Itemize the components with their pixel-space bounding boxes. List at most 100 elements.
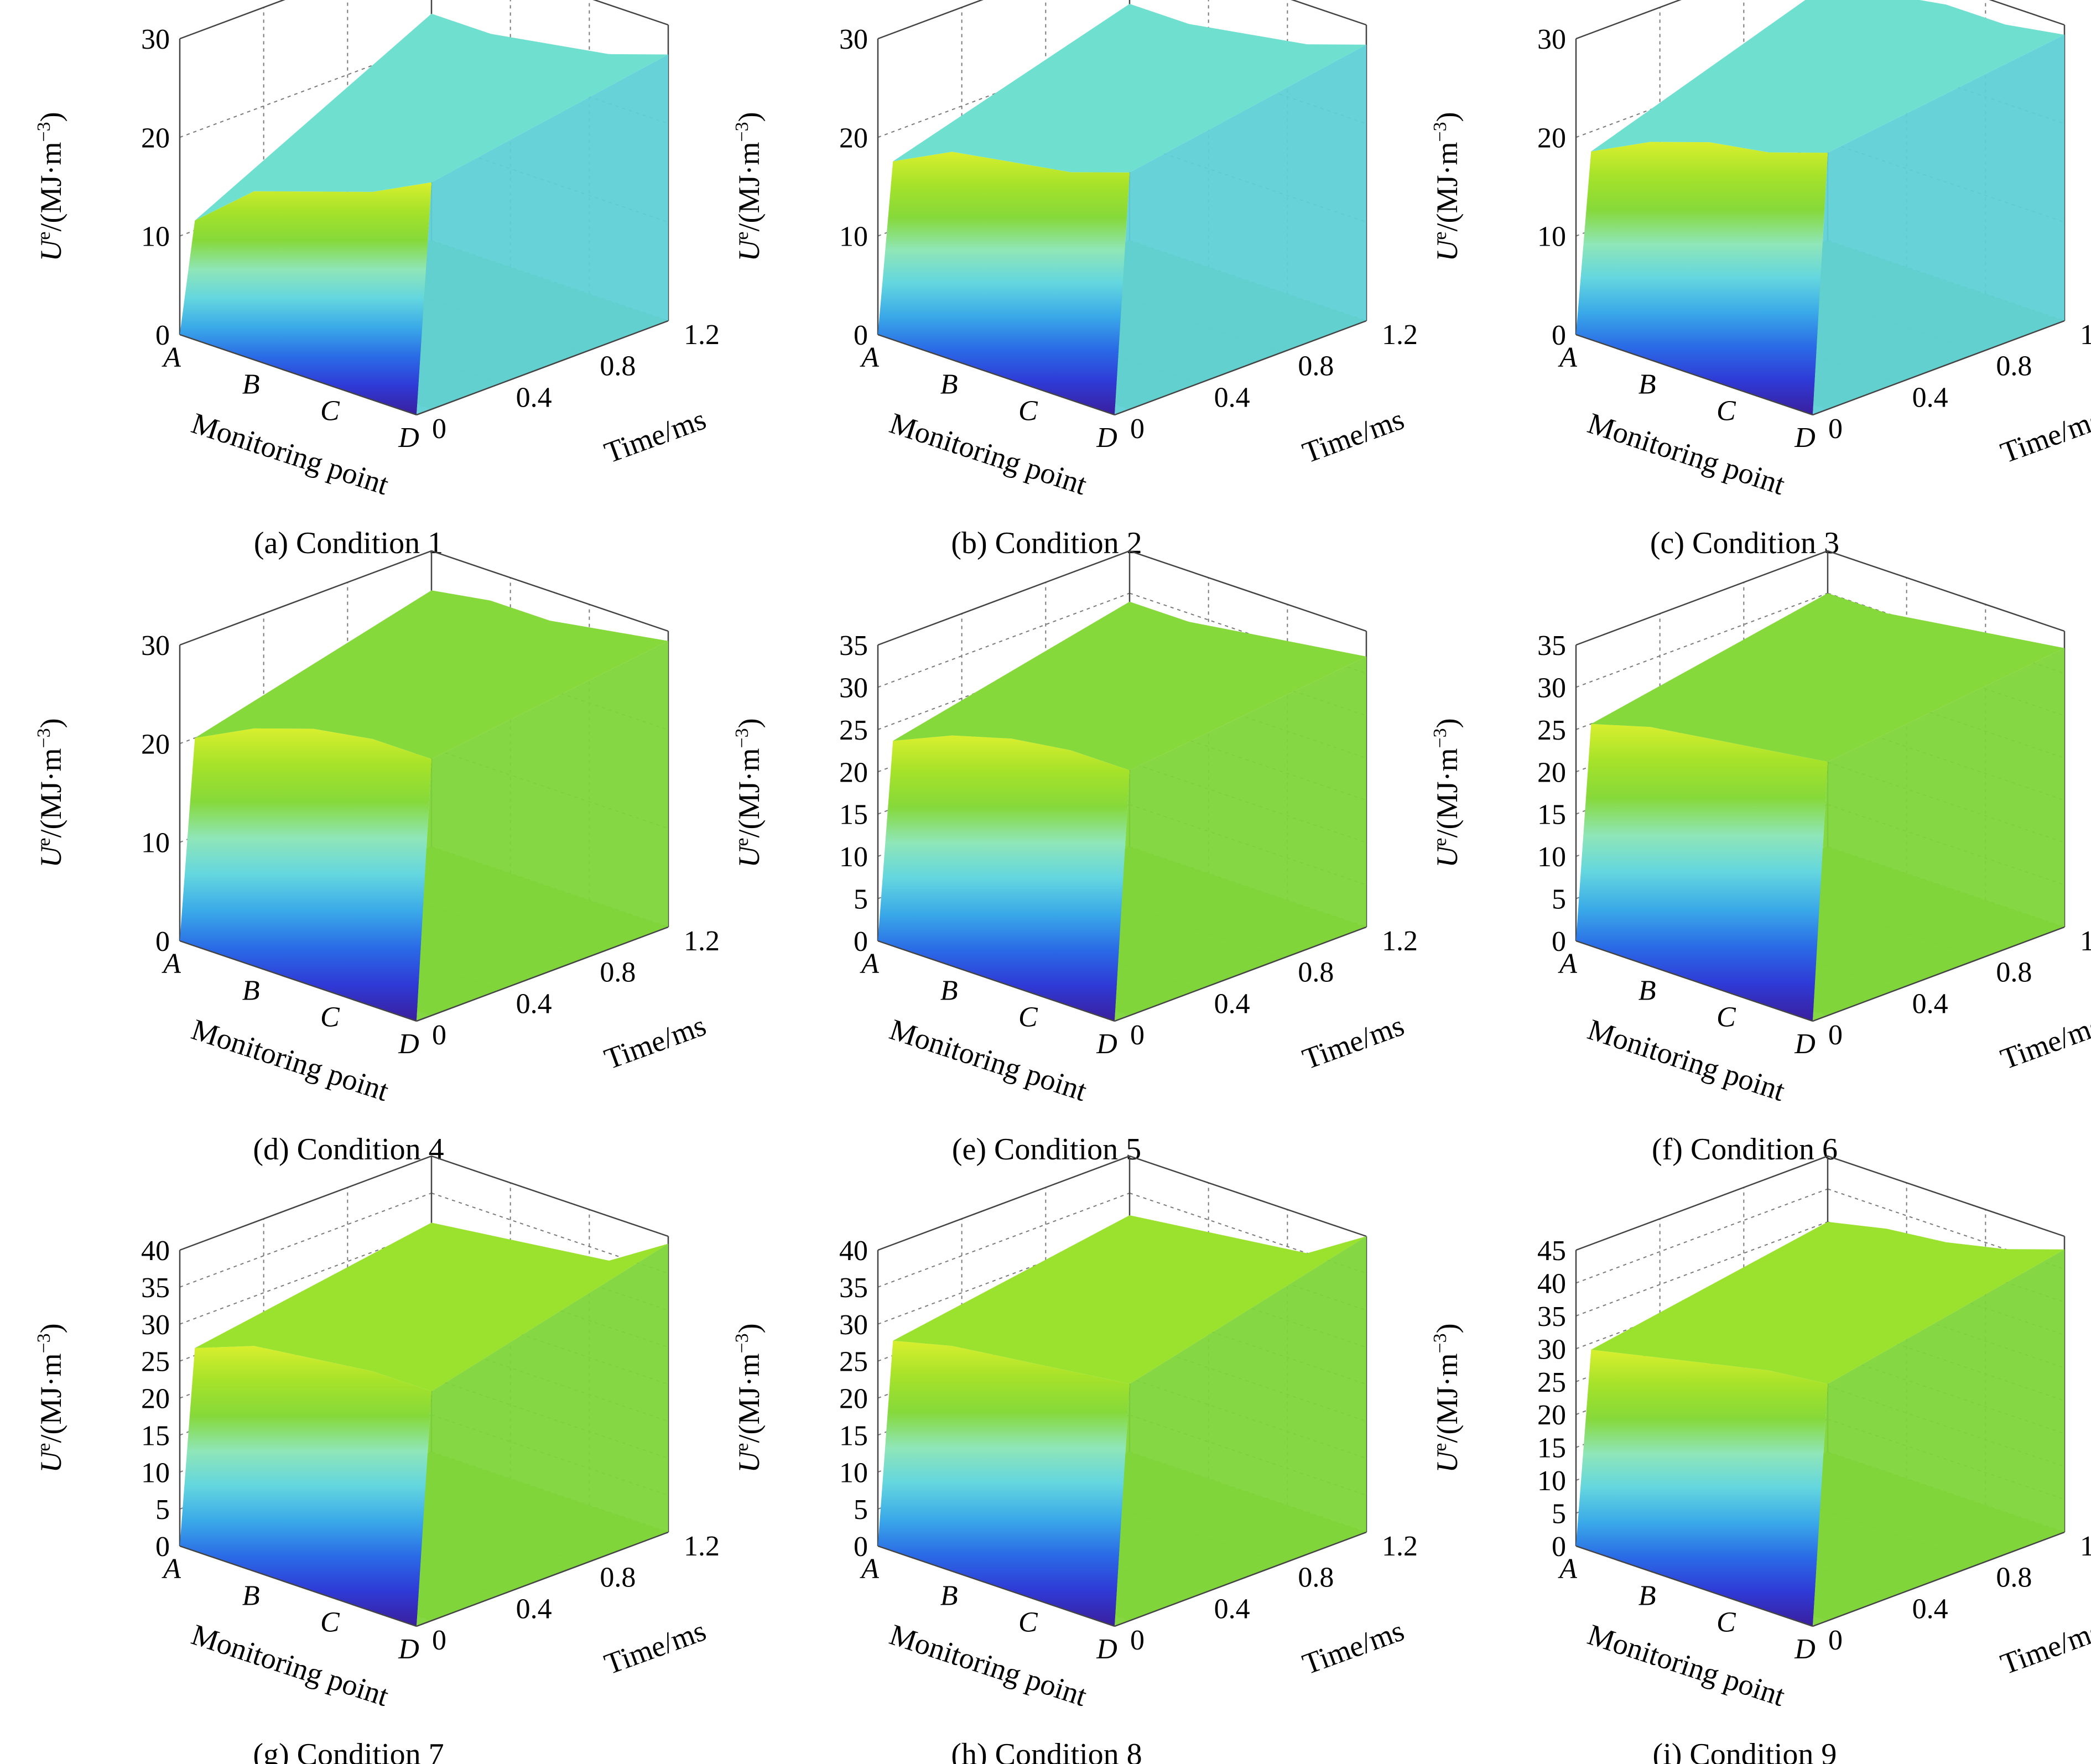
z-tick-label: 10 bbox=[839, 841, 868, 873]
side-wall-gridline bbox=[179, 0, 285, 39]
frame-top-edge bbox=[179, 0, 669, 40]
y-tick-label: 0 bbox=[1828, 1019, 1843, 1051]
y-axis-title: Time/ms bbox=[1996, 1008, 2091, 1075]
y-axis-line bbox=[416, 320, 669, 416]
x-axis-line bbox=[1575, 334, 1813, 416]
y-tick-label: 1.2 bbox=[2080, 319, 2091, 351]
y-tick-label: 0.4 bbox=[516, 382, 552, 413]
surface-plateau bbox=[195, 590, 668, 759]
z-tick-label: 10 bbox=[1537, 221, 1566, 253]
z-tick-label: 15 bbox=[839, 799, 868, 831]
x-tick-label: B bbox=[242, 368, 260, 400]
z-title-sup: e bbox=[732, 838, 752, 846]
z-title-unit-exp: −3 bbox=[732, 728, 752, 748]
y-tick-label: 0.4 bbox=[1214, 1593, 1250, 1625]
y-tick-label: 0.4 bbox=[1214, 988, 1250, 1019]
panel-caption: (h) Condition 8 bbox=[951, 1737, 1142, 1764]
z-title-symbol: U bbox=[34, 845, 67, 868]
y-tick-label: 1.2 bbox=[684, 319, 720, 351]
z-title-close: ) bbox=[34, 112, 67, 122]
x-tick-label: C bbox=[1717, 1002, 1736, 1033]
y-axis-line bbox=[1812, 926, 2065, 1022]
x-tick-label: C bbox=[320, 1002, 340, 1033]
y-axis-line bbox=[1114, 926, 1367, 1022]
side-wall-gridline bbox=[1575, 1188, 1828, 1284]
z-tick-label: 20 bbox=[141, 1383, 170, 1415]
x-axis-line bbox=[877, 940, 1115, 1022]
z-tick-label: 30 bbox=[141, 24, 170, 55]
z-title-unit-exp: −3 bbox=[34, 1333, 54, 1353]
x-tick-label: A bbox=[162, 948, 181, 980]
x-tick-label: D bbox=[1096, 1028, 1117, 1060]
x-tick-label: A bbox=[860, 948, 879, 980]
z-title-unit-exp: −3 bbox=[732, 1333, 752, 1353]
x-tick-label: A bbox=[162, 1553, 181, 1585]
x-tick-label: C bbox=[1717, 396, 1736, 427]
x-tick-label: A bbox=[1558, 948, 1577, 980]
x-tick-label: D bbox=[398, 422, 419, 454]
surface-plateau bbox=[1591, 593, 2064, 762]
z-tick-label: 20 bbox=[1537, 1399, 1566, 1431]
z-tick-label: 30 bbox=[141, 1309, 170, 1341]
z-title-unit-exp: −3 bbox=[1430, 122, 1450, 142]
y-tick-label: 0 bbox=[432, 1019, 446, 1051]
y-tick-label: 0.8 bbox=[600, 1562, 636, 1594]
z-tick-label: 10 bbox=[141, 221, 170, 253]
z-title-sup: e bbox=[34, 1443, 54, 1451]
x-tick-label: B bbox=[242, 1580, 260, 1611]
y-tick-label: 0.4 bbox=[1912, 1593, 1948, 1625]
z-title-sup: e bbox=[1430, 232, 1450, 240]
z-axis-title: Ue/(MJ·m−3) bbox=[34, 112, 67, 261]
panel-caption: (b) Condition 2 bbox=[951, 526, 1142, 560]
side-wall-gridline bbox=[877, 1192, 1130, 1288]
z-tick-label: 5 bbox=[854, 884, 868, 915]
surface-plateau bbox=[1591, 1221, 2064, 1384]
z-tick-label: 35 bbox=[141, 1272, 170, 1304]
x-tick-label: A bbox=[162, 342, 181, 373]
surface-right-face bbox=[1115, 44, 1366, 415]
x-tick-label: D bbox=[398, 1028, 419, 1060]
z-title-sup: e bbox=[732, 1443, 752, 1451]
side-wall-gridline bbox=[1575, 1221, 1828, 1317]
z-tick-label: 35 bbox=[839, 1272, 868, 1304]
z-tick-label: 20 bbox=[839, 757, 868, 788]
z-title-unit-exp: −3 bbox=[34, 728, 54, 748]
panel-caption: (d) Condition 4 bbox=[253, 1132, 444, 1167]
z-tick-label: 45 bbox=[1537, 1235, 1566, 1267]
z-tick-label: 15 bbox=[141, 1420, 170, 1451]
frame-top-edge bbox=[877, 0, 1367, 40]
x-axis-title: Monitoring point bbox=[1584, 1013, 1789, 1108]
z-tick-label: 0 bbox=[854, 320, 868, 351]
y-tick-label: 0.4 bbox=[1912, 988, 1948, 1019]
x-axis-line bbox=[179, 1545, 417, 1627]
z-tick-label: 10 bbox=[1537, 841, 1566, 873]
z-title-sup: e bbox=[34, 232, 54, 240]
z-tick-label: 5 bbox=[1552, 884, 1566, 915]
y-tick-label: 0.4 bbox=[516, 1593, 552, 1625]
y-axis-line bbox=[1812, 1531, 2065, 1627]
z-title-close: ) bbox=[1431, 718, 1464, 728]
y-axis-line bbox=[1114, 1531, 1367, 1627]
z-title-unit: /(MJ·m bbox=[1431, 1354, 1464, 1443]
surface-wall bbox=[1576, 724, 1828, 1021]
y-tick-label: 0.8 bbox=[1996, 957, 2032, 988]
y-axis-title: Time/ms bbox=[1298, 1008, 1408, 1075]
y-tick-label: 0.8 bbox=[600, 957, 636, 988]
y-tick-label: 0 bbox=[432, 1625, 446, 1656]
surface-wall bbox=[878, 152, 1130, 415]
z-tick-label: 0 bbox=[1552, 926, 1566, 958]
x-tick-label: A bbox=[860, 342, 879, 373]
z-axis-title: Ue/(MJ·m−3) bbox=[34, 1323, 67, 1472]
z-title-sup: e bbox=[1430, 838, 1450, 846]
y-tick-label: 1.2 bbox=[684, 925, 720, 957]
x-axis-line bbox=[179, 334, 417, 416]
z-tick-label: 30 bbox=[839, 24, 868, 55]
z-tick-label: 10 bbox=[141, 828, 170, 859]
y-tick-label: 0 bbox=[1828, 413, 1843, 445]
back-wall-gridline bbox=[431, 1192, 669, 1274]
